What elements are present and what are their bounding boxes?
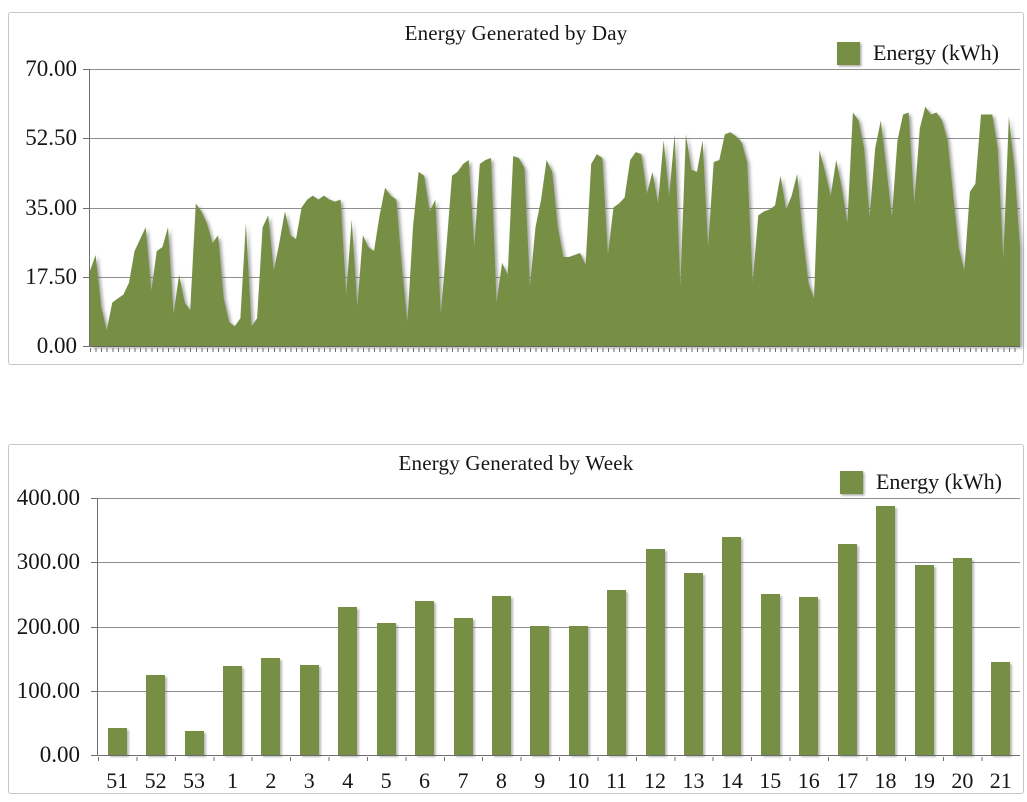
bar-week-16 [799, 597, 819, 755]
bar-week-3 [299, 665, 319, 755]
x-axis-label: 16 [797, 768, 820, 793]
x-axis-label: 9 [534, 768, 546, 793]
y-axis-label: 100.00 [16, 678, 80, 703]
x-axis-label: 3 [303, 768, 315, 793]
gridline [98, 498, 1020, 499]
x-axis-label: 18 [874, 768, 897, 793]
bar-week-2 [261, 658, 281, 755]
x-axis-label: 1 [226, 768, 238, 793]
y-axis-tick [83, 277, 89, 278]
bar-week-52 [146, 675, 166, 755]
y-axis-label: 200.00 [16, 614, 80, 639]
y-axis-label: 70.00 [25, 56, 77, 81]
x-axis-label: 15 [759, 768, 782, 793]
bar-week-14 [722, 537, 742, 755]
bar-week-17 [837, 544, 857, 755]
x-axis-label: 11 [605, 768, 628, 793]
y-axis-tick [91, 755, 97, 756]
y-axis-tick [91, 498, 97, 499]
x-axis-label: 4 [342, 768, 354, 793]
legend-label: Energy (kWh) [875, 469, 1002, 494]
y-axis-tick [83, 208, 89, 209]
x-axis-label: 20 [951, 768, 974, 793]
bar-week-6 [415, 601, 434, 755]
bar-week-53 [184, 731, 204, 755]
y-axis-tick [91, 627, 97, 628]
gridline [98, 562, 1020, 563]
gridline [90, 69, 1020, 70]
x-axis-label: 6 [418, 768, 430, 793]
y-axis-label: 35.00 [25, 195, 77, 220]
x-axis-label: 5 [380, 768, 392, 793]
y-axis-label: 0.00 [36, 333, 77, 358]
bar-week-9 [530, 626, 550, 755]
bar-week-1 [223, 666, 242, 755]
y-axis-label: 0.00 [39, 742, 80, 767]
x-axis-label: 13 [682, 768, 705, 793]
week-axis-ticks [98, 757, 1020, 761]
x-axis-label: 14 [720, 768, 743, 793]
y-axis-label: 17.50 [25, 264, 77, 289]
y-axis-label: 52.50 [25, 125, 77, 150]
legend-swatch-icon [836, 41, 860, 65]
bar-week-11 [607, 590, 627, 755]
x-axis-label: 10 [567, 768, 590, 793]
gridline [98, 627, 1020, 628]
bar-week-18 [876, 506, 895, 755]
day-chart-legend: Energy (kWh) [836, 40, 999, 66]
week-chart-panel: Energy Generated by Week Energy (kWh) 0.… [8, 444, 1024, 794]
legend-swatch-icon [839, 470, 863, 494]
y-axis-label: 300.00 [16, 549, 80, 574]
bar-week-51 [107, 728, 127, 755]
week-chart-title: Energy Generated by Week [398, 451, 634, 475]
bar-week-19 [914, 565, 934, 755]
bar-week-7 [453, 618, 473, 755]
y-axis-tick [83, 138, 89, 139]
bar-week-4 [338, 607, 358, 755]
gridline [98, 691, 1020, 692]
bar-week-21 [991, 662, 1011, 755]
bar-week-10 [568, 626, 588, 755]
x-axis-label: 12 [643, 768, 666, 793]
legend-label: Energy (kWh) [872, 40, 999, 65]
y-axis-tick [91, 691, 97, 692]
bar-week-15 [760, 594, 780, 755]
y-axis-tick [83, 346, 89, 347]
x-axis-label: 7 [457, 768, 469, 793]
day-chart-plot-area: 0.00 17.50 35.00 52.50 70.00 [25, 56, 1020, 358]
x-axis-label: 52 [144, 768, 167, 793]
x-axis-label: 21 [989, 768, 1012, 793]
week-chart-plot-area: 0.00 100.00 200.00 300.00 400.00 51 52 53 1 2 3 4 5 6… [17, 485, 1020, 793]
day-chart-panel: Energy Generated by Day Energy (kWh) 0.0… [8, 12, 1024, 365]
x-axis-label: 8 [495, 768, 507, 793]
bar-week-20 [952, 558, 972, 755]
x-axis-label: 19 [912, 768, 935, 793]
bar-week-8 [491, 596, 511, 755]
day-axis-ticks [90, 348, 1020, 352]
x-axis-label: 17 [836, 768, 859, 793]
bar-week-12 [645, 549, 665, 755]
y-axis-tick [91, 562, 97, 563]
bar-week-13 [684, 573, 703, 755]
gridline [90, 138, 1020, 139]
y-axis-label: 400.00 [16, 485, 80, 510]
bar-week-5 [376, 623, 396, 755]
x-axis-label: 53 [182, 768, 205, 793]
x-axis-label: 51 [106, 768, 129, 793]
x-axis-label: 2 [265, 768, 277, 793]
area-shape [90, 106, 1020, 346]
day-energy-area-series [90, 106, 1020, 346]
week-chart-legend: Energy (kWh) [839, 469, 1002, 495]
y-axis-tick [83, 69, 89, 70]
day-chart-title: Energy Generated by Day [404, 21, 628, 45]
